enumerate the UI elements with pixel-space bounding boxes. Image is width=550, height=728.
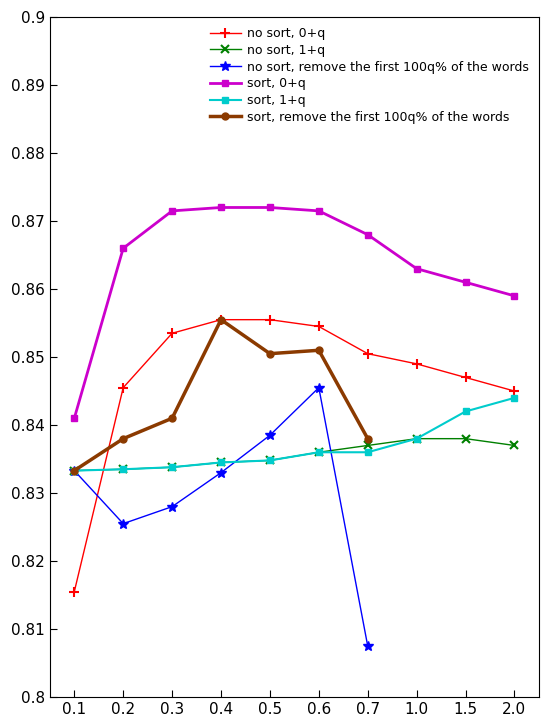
Line: sort, remove the first 100q% of the words: sort, remove the first 100q% of the word… bbox=[71, 316, 371, 474]
no sort, 0+q bbox=[511, 387, 518, 395]
Line: no sort, remove the first 100q% of the words: no sort, remove the first 100q% of the w… bbox=[69, 383, 372, 651]
no sort, 0+q bbox=[462, 373, 469, 381]
sort, 0+q bbox=[365, 230, 371, 239]
no sort, 1+q bbox=[120, 465, 127, 474]
no sort, 0+q bbox=[169, 329, 175, 338]
sort, 1+q bbox=[169, 463, 175, 472]
sort, 1+q bbox=[365, 448, 371, 456]
sort, 0+q bbox=[71, 414, 78, 423]
sort, remove the first 100q% of the words bbox=[365, 435, 371, 443]
no sort, 1+q bbox=[365, 441, 371, 450]
no sort, 1+q bbox=[316, 448, 322, 456]
no sort, remove the first 100q% of the words bbox=[267, 431, 273, 440]
sort, remove the first 100q% of the words bbox=[218, 315, 224, 324]
no sort, 0+q bbox=[120, 384, 127, 392]
no sort, 1+q bbox=[71, 466, 78, 475]
sort, 1+q bbox=[511, 394, 518, 403]
sort, 0+q bbox=[120, 244, 127, 253]
no sort, 1+q bbox=[511, 441, 518, 450]
sort, remove the first 100q% of the words bbox=[120, 435, 127, 443]
sort, 1+q bbox=[218, 458, 224, 467]
sort, remove the first 100q% of the words bbox=[71, 466, 78, 475]
no sort, 0+q bbox=[267, 315, 273, 324]
sort, remove the first 100q% of the words bbox=[316, 346, 322, 355]
no sort, remove the first 100q% of the words bbox=[71, 466, 78, 475]
no sort, 1+q bbox=[169, 463, 175, 472]
no sort, 1+q bbox=[267, 456, 273, 464]
Line: no sort, 1+q: no sort, 1+q bbox=[70, 435, 519, 475]
sort, 1+q bbox=[267, 456, 273, 464]
sort, 0+q bbox=[414, 264, 420, 273]
sort, 0+q bbox=[169, 207, 175, 215]
sort, 0+q bbox=[462, 278, 469, 287]
sort, 1+q bbox=[120, 465, 127, 474]
sort, 0+q bbox=[218, 203, 224, 212]
sort, 1+q bbox=[462, 407, 469, 416]
no sort, remove the first 100q% of the words bbox=[365, 641, 371, 650]
no sort, 0+q bbox=[71, 587, 78, 596]
no sort, remove the first 100q% of the words bbox=[120, 519, 127, 528]
Line: no sort, 0+q: no sort, 0+q bbox=[69, 314, 519, 596]
sort, 0+q bbox=[316, 207, 322, 215]
sort, 1+q bbox=[71, 466, 78, 475]
no sort, 0+q bbox=[414, 360, 420, 368]
no sort, remove the first 100q% of the words bbox=[218, 468, 224, 477]
no sort, remove the first 100q% of the words bbox=[169, 502, 175, 511]
sort, remove the first 100q% of the words bbox=[169, 414, 175, 423]
no sort, 0+q bbox=[316, 322, 322, 331]
no sort, 0+q bbox=[365, 349, 371, 358]
sort, 1+q bbox=[414, 435, 420, 443]
sort, 1+q bbox=[316, 448, 322, 456]
no sort, 0+q bbox=[218, 315, 224, 324]
no sort, remove the first 100q% of the words bbox=[316, 384, 322, 392]
no sort, 1+q bbox=[414, 435, 420, 443]
sort, 0+q bbox=[511, 291, 518, 300]
Line: sort, 0+q: sort, 0+q bbox=[71, 204, 518, 422]
Line: sort, 1+q: sort, 1+q bbox=[71, 395, 518, 474]
no sort, 1+q bbox=[462, 435, 469, 443]
sort, remove the first 100q% of the words bbox=[267, 349, 273, 358]
Legend: no sort, 0+q, no sort, 1+q, no sort, remove the first 100q% of the words, sort, : no sort, 0+q, no sort, 1+q, no sort, rem… bbox=[206, 23, 532, 127]
sort, 0+q bbox=[267, 203, 273, 212]
no sort, 1+q bbox=[218, 458, 224, 467]
